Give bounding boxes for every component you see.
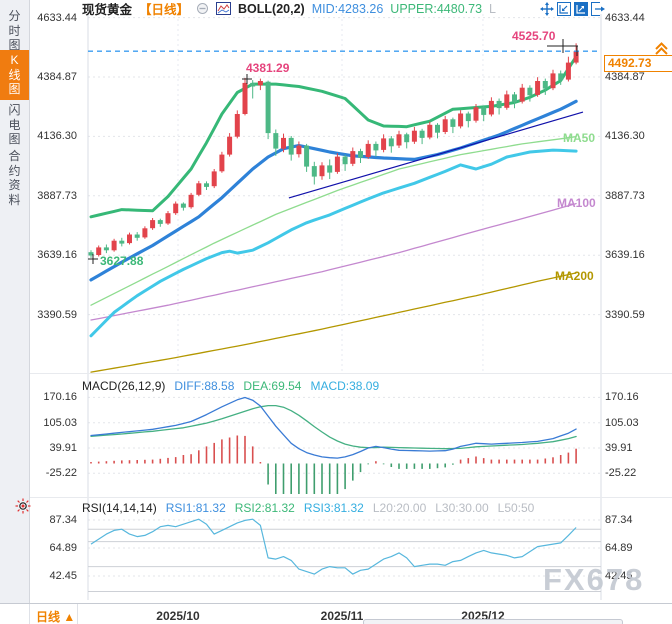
rsi2-value: RSI2:81.32 xyxy=(234,501,295,515)
h-scrollbar-thumb[interactable] xyxy=(363,619,623,624)
ma50-label: MA50 xyxy=(563,131,596,145)
watermark: FX678 xyxy=(543,562,645,597)
boll-mid-value: MID:4283.26 xyxy=(311,1,384,16)
time-axis-label: 2025/11 xyxy=(320,609,364,623)
diff-line xyxy=(90,396,577,459)
last-price-box: 4492.73 xyxy=(604,55,672,72)
zoom-in-chart-icon[interactable] xyxy=(574,2,588,16)
macd-indicator-label[interactable]: MACD(26,12,9) xyxy=(82,379,166,393)
export-chart-icon[interactable] xyxy=(591,2,605,16)
rsi-l20-value: L20:20.00 xyxy=(372,501,427,515)
jump-to-latest-icon[interactable] xyxy=(653,41,670,56)
period-badge[interactable]: 【日线】 xyxy=(139,3,190,17)
boll-mid-line xyxy=(89,99,578,282)
rsi-l30-value: L30:30.00 xyxy=(435,501,489,515)
period-selector[interactable]: 日线 ▲ xyxy=(36,610,76,624)
macd-dea-value: DEA:69.54 xyxy=(243,379,302,393)
indicator-settings-icon[interactable] xyxy=(15,498,31,514)
measure-marks xyxy=(88,39,578,264)
bottom-bar: 日线 ▲ 2025/10 2025/11 2025/12 xyxy=(0,603,672,624)
prior-high-label: 4381.29 xyxy=(246,61,290,75)
boll-lower-value: L xyxy=(489,1,496,16)
swing-low-label: 3627.88 xyxy=(100,254,144,268)
ma50-line xyxy=(90,136,577,306)
ma200-label: MA200 xyxy=(555,269,594,283)
time-axis-label: 2025/10 xyxy=(156,609,200,623)
dea-line xyxy=(90,404,577,450)
divider xyxy=(29,604,30,624)
macd-diff-value: DIFF:88.58 xyxy=(174,379,235,393)
swing-high-label: 4525.70 xyxy=(512,29,556,43)
ma100-label: MA100 xyxy=(557,196,596,210)
candles-group xyxy=(88,43,579,258)
boll-upper-value: UPPER:4480.73 xyxy=(390,1,483,16)
ma200-line xyxy=(90,272,577,373)
crosshair-icon[interactable] xyxy=(540,2,554,16)
macd-header: MACD(26,12,9) DIFF:88.58 DEA:69.54 MACD:… xyxy=(82,379,379,393)
rsi-indicator-label[interactable]: RSI(14,14,14) xyxy=(82,501,157,515)
rsi1-value: RSI1:81.32 xyxy=(165,501,226,515)
collapse-icon[interactable] xyxy=(196,2,209,15)
trendline[interactable] xyxy=(288,111,584,199)
indicator-chart-icon[interactable] xyxy=(216,2,232,15)
sidebar-item-1[interactable]: 分时图 xyxy=(8,9,21,52)
ma100-line xyxy=(90,202,577,321)
macd-histogram xyxy=(90,435,577,494)
divider xyxy=(77,604,78,624)
boll-upper-line xyxy=(89,55,578,219)
indicator-label[interactable]: BOLL(20,2) xyxy=(238,1,305,16)
sidebar-item-4[interactable]: 合约资料 xyxy=(8,149,21,207)
boll-lower-line xyxy=(89,148,578,338)
rsi-line xyxy=(90,518,577,575)
zoom-out-chart-icon[interactable] xyxy=(557,2,571,16)
chart-toolbar xyxy=(540,2,605,16)
rsi3-value: RSI3:81.32 xyxy=(303,501,364,515)
chart-header: 现货黄金 【日线】 BOLL(20,2) MID:4283.26 UPPER:4… xyxy=(82,1,496,18)
rsi-l50-value: L50:50 xyxy=(497,501,535,515)
sidebar-item-3[interactable]: 闪电图 xyxy=(8,103,21,146)
symbol-title: 现货黄金 xyxy=(82,3,133,17)
rsi-header: RSI(14,14,14) RSI1:81.32 RSI2:81.32 RSI3… xyxy=(82,501,534,515)
macd-macd-value: MACD:38.09 xyxy=(310,379,380,393)
